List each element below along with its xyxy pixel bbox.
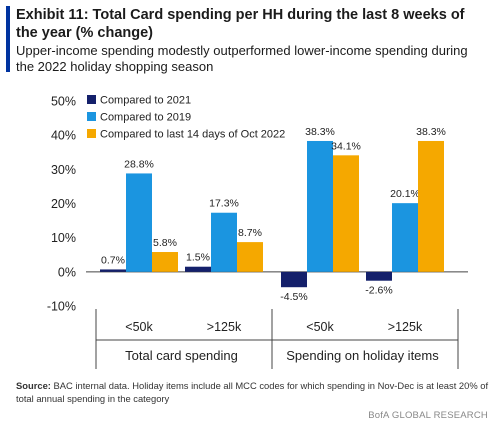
data-label: 20.1% xyxy=(390,188,420,200)
y-tick-label: 40% xyxy=(51,129,76,143)
x-category-label: <50k xyxy=(125,320,153,334)
data-label: -2.6% xyxy=(365,285,392,297)
bar xyxy=(366,271,392,281)
x-category-label: >125k xyxy=(207,320,242,334)
source-note: Source: BAC internal data. Holiday items… xyxy=(16,379,491,405)
legend-label: Compared to 2019 xyxy=(100,112,191,124)
bar xyxy=(126,173,152,272)
x-group-label: Spending on holiday items xyxy=(286,348,439,363)
data-label: 28.8% xyxy=(124,158,154,170)
brand-label: BofA GLOBAL RESEARCH xyxy=(368,410,488,421)
y-tick-label: 20% xyxy=(51,197,76,211)
bar xyxy=(281,271,307,288)
bar xyxy=(333,155,359,272)
y-tick-label: -10% xyxy=(47,300,76,314)
bar xyxy=(185,266,211,272)
bar xyxy=(392,203,418,272)
legend-swatch xyxy=(87,129,96,138)
y-tick-label: 0% xyxy=(58,265,76,279)
data-label: -4.5% xyxy=(280,291,307,303)
source-text: BAC internal data. Holiday items include… xyxy=(16,380,489,404)
legend-label: Compared to 2021 xyxy=(100,95,191,107)
data-label: 17.3% xyxy=(209,198,239,210)
data-label: 0.7% xyxy=(101,254,125,266)
x-group-label: Total card spending xyxy=(125,348,238,363)
title-accent-bar xyxy=(6,6,10,72)
data-label: 34.1% xyxy=(331,140,361,152)
bar xyxy=(100,269,126,272)
bar xyxy=(152,252,178,272)
x-category-label: <50k xyxy=(306,320,334,334)
data-label: 38.3% xyxy=(416,126,446,138)
data-label: 38.3% xyxy=(305,126,335,138)
y-tick-label: 50% xyxy=(51,95,76,109)
data-label: 8.7% xyxy=(238,227,262,239)
x-category-label: >125k xyxy=(388,320,423,334)
bar xyxy=(307,140,333,272)
y-tick-label: 30% xyxy=(51,163,76,177)
data-label: 1.5% xyxy=(186,252,210,264)
bar xyxy=(211,212,237,272)
bar xyxy=(237,242,263,272)
bar xyxy=(418,140,444,272)
data-label: 5.8% xyxy=(153,237,177,249)
source-label: Source: xyxy=(16,380,51,391)
legend-swatch xyxy=(87,95,96,104)
y-tick-label: 10% xyxy=(51,231,76,245)
legend-swatch xyxy=(87,112,96,121)
legend-label: Compared to last 14 days of Oct 2022 xyxy=(100,129,285,141)
chart-subtitle: Upper-income spending modestly outperfor… xyxy=(16,43,468,74)
chart-title: Exhibit 11: Total Card spending per HH d… xyxy=(16,7,465,41)
